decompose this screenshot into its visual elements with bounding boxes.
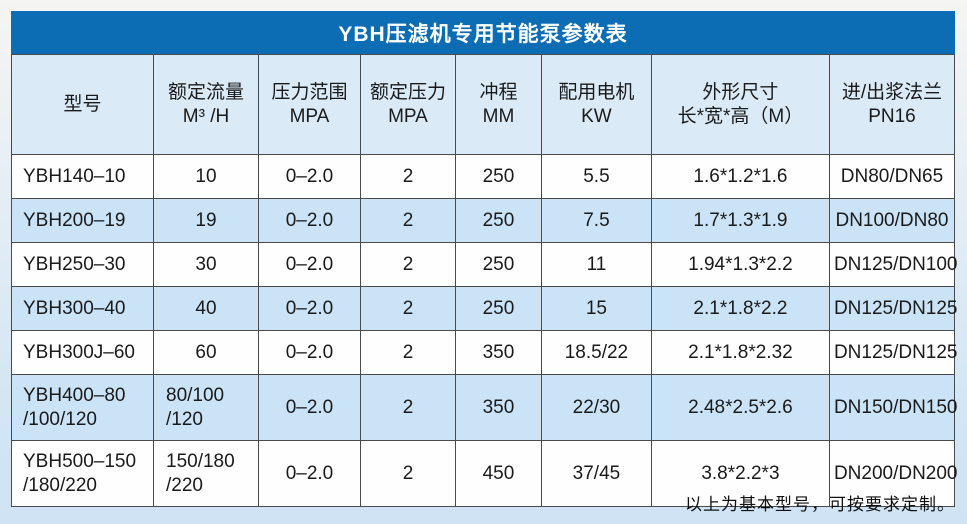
cell-stroke: 350 xyxy=(454,330,542,375)
cell-flange: DN125/DN125 xyxy=(828,330,958,375)
cell-motor: 37/45 xyxy=(540,440,652,507)
cell-stroke: 250 xyxy=(454,242,542,287)
col-header-label: 进/出浆法兰 xyxy=(841,81,943,103)
col-header-unit: MPA xyxy=(388,105,428,127)
cell-flange: DN200/DN200 xyxy=(828,440,958,507)
col-header-rated-flow: 额定流量 M³ /H xyxy=(153,54,259,155)
cell-flange: DN125/DN100 xyxy=(828,242,958,287)
cell-pressure-range: 0–2.0 xyxy=(257,198,362,243)
cell-motor: 7.5 xyxy=(540,198,652,243)
cell-model: YBH140–10 xyxy=(10,154,155,199)
cell-flange: DN100/DN80 xyxy=(828,198,956,243)
cell-flow: 150/180 /220 xyxy=(153,440,259,507)
cell-pressure-range: 0–2.0 xyxy=(257,286,362,331)
cell-rated-pressure: 2 xyxy=(360,330,456,375)
cell-stroke: 250 xyxy=(454,154,542,199)
cell-dimensions: 1.7*1.3*1.9 xyxy=(650,198,830,243)
col-header-stroke: 冲程 MM xyxy=(454,54,542,155)
cell-model: YBH300–40 xyxy=(10,286,155,331)
cell-pressure-range: 0–2.0 xyxy=(257,374,362,441)
cell-motor: 11 xyxy=(540,242,652,287)
table-row: YBH400–80 /100/120 80/100 /120 0–2.0 2 3… xyxy=(10,374,958,441)
cell-rated-pressure: 2 xyxy=(360,374,456,441)
col-header-model: 型号 xyxy=(10,54,155,155)
cell-flange: DN150/DN150 xyxy=(828,374,958,441)
table-row: YBH250–30 30 0–2.0 2 250 11 1.94*1.3*2.2… xyxy=(10,242,958,287)
table-title: YBH压滤机专用节能泵参数表 xyxy=(338,22,628,46)
header-row: 型号 额定流量 M³ /H 压力范围 MPA 额定压力 MPA 冲程 MM xyxy=(10,54,956,155)
cell-flange: DN80/DN65 xyxy=(828,154,956,199)
cell-dimensions: 2.48*2.5*2.6 xyxy=(650,374,830,441)
cell-flange: DN125/DN125 xyxy=(828,286,958,331)
col-header-label: 额定压力 xyxy=(369,81,446,103)
cell-rated-pressure: 2 xyxy=(360,242,456,287)
spec-table: 型号 额定流量 M³ /H 压力范围 MPA 额定压力 MPA 冲程 MM xyxy=(10,54,958,507)
col-header-label: 压力范围 xyxy=(271,81,348,103)
col-header-unit: 长*宽*高（M） xyxy=(677,105,804,127)
cell-motor: 15 xyxy=(540,286,652,331)
table-row: YBH300–40 40 0–2.0 2 250 15 2.1*1.8*2.2 … xyxy=(10,286,958,331)
cell-dimensions: 3.8*2.2*3 xyxy=(650,440,830,507)
cell-stroke: 250 xyxy=(454,286,542,331)
cell-model: YBH250–30 xyxy=(10,242,155,287)
cell-rated-pressure: 2 xyxy=(360,154,456,199)
col-header-label: 外形尺寸 xyxy=(702,81,779,103)
table-row: YBH500–150 /180/220 150/180 /220 0–2.0 2… xyxy=(10,440,958,507)
cell-dimensions: 2.1*1.8*2.32 xyxy=(650,330,830,375)
table-row: YBH200–19 19 0–2.0 2 250 7.5 1.7*1.3*1.9… xyxy=(10,198,956,243)
cell-flow: 30 xyxy=(153,242,259,287)
table-row: YBH300J–60 60 0–2.0 2 350 18.5/22 2.1*1.… xyxy=(10,330,958,375)
table-title-bar: YBH压滤机专用节能泵参数表 xyxy=(11,11,955,54)
col-header-flange: 进/出浆法兰 PN16 xyxy=(828,54,956,155)
cell-pressure-range: 0–2.0 xyxy=(257,330,362,375)
cell-dimensions: 1.6*1.2*1.6 xyxy=(650,154,830,199)
col-header-unit: KW xyxy=(581,105,612,127)
col-header-unit: MM xyxy=(482,105,515,127)
cell-motor: 5.5 xyxy=(540,154,652,199)
col-header-dimensions: 外形尺寸 长*宽*高（M） xyxy=(650,54,830,155)
col-header-label: 冲程 xyxy=(479,81,518,103)
cell-stroke: 250 xyxy=(454,198,542,243)
cell-flow: 19 xyxy=(153,198,259,243)
spec-table-container: YBH压滤机专用节能泵参数表 型号 额定流量 M³ /H xyxy=(10,11,958,507)
col-header-pressure-range: 压力范围 MPA xyxy=(257,54,362,155)
cell-stroke: 450 xyxy=(454,440,542,507)
table-row: YBH140–10 10 0–2.0 2 250 5.5 1.6*1.2*1.6… xyxy=(10,154,956,199)
col-header-label: 配用电机 xyxy=(558,81,635,103)
cell-pressure-range: 0–2.0 xyxy=(257,154,362,199)
col-header-unit: MPA xyxy=(289,105,330,127)
cell-motor: 22/30 xyxy=(540,374,652,441)
cell-model: YBH200–19 xyxy=(10,198,155,243)
cell-flow: 10 xyxy=(153,154,259,199)
cell-stroke: 350 xyxy=(454,374,542,441)
col-header-label: 型号 xyxy=(63,93,102,115)
col-header-rated-pressure: 额定压力 MPA xyxy=(360,54,456,155)
cell-flow: 80/100 /120 xyxy=(153,374,259,441)
cell-motor: 18.5/22 xyxy=(540,330,652,375)
cell-dimensions: 1.94*1.3*2.2 xyxy=(650,242,830,287)
cell-dimensions: 2.1*1.8*2.2 xyxy=(650,286,830,331)
cell-model: YBH500–150 /180/220 xyxy=(10,440,155,507)
cell-flow: 60 xyxy=(153,330,259,375)
cell-flow: 40 xyxy=(153,286,259,331)
col-header-motor: 配用电机 KW xyxy=(540,54,652,155)
footer-note: 以上为基本型号，可按要求定制。 xyxy=(685,495,955,514)
cell-model: YBH400–80 /100/120 xyxy=(10,374,155,441)
cell-pressure-range: 0–2.0 xyxy=(257,440,362,507)
cell-rated-pressure: 2 xyxy=(360,286,456,331)
cell-model: YBH300J–60 xyxy=(10,330,155,375)
col-header-unit: PN16 xyxy=(868,105,916,127)
col-header-label: 额定流量 xyxy=(167,81,244,103)
col-header-unit: M³ /H xyxy=(182,105,230,127)
cell-rated-pressure: 2 xyxy=(360,440,456,507)
cell-pressure-range: 0–2.0 xyxy=(257,242,362,287)
cell-rated-pressure: 2 xyxy=(360,198,456,243)
